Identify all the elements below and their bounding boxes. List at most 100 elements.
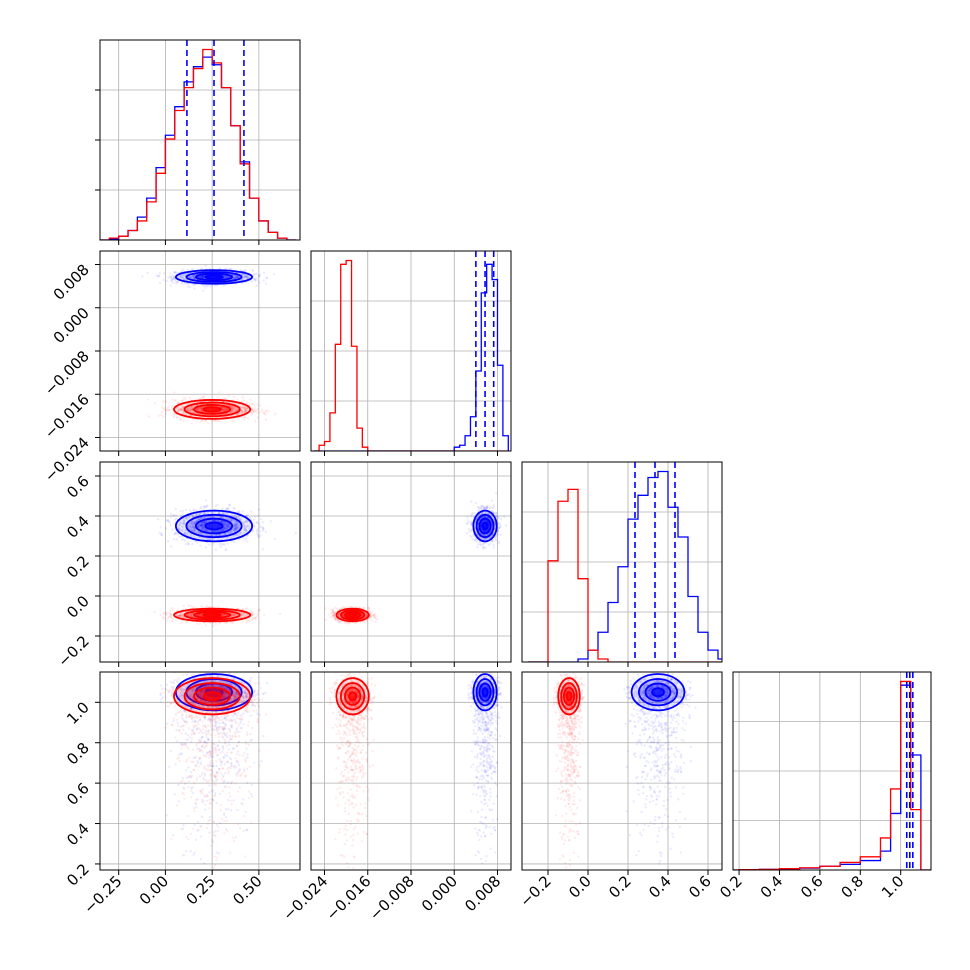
sample-point: [261, 520, 265, 524]
sample-point: [238, 517, 242, 521]
sample-point: [267, 410, 270, 413]
sample-point: [203, 516, 206, 519]
y-tick-label: 0.0: [63, 592, 93, 622]
sample-point: [234, 524, 238, 527]
sample-point: [190, 520, 193, 524]
sample-point: [189, 614, 192, 617]
sample-point: [216, 519, 219, 523]
sample-point: [197, 408, 200, 412]
sample-point: [224, 521, 228, 524]
sample-point: [197, 532, 201, 535]
sample-point: [192, 274, 195, 278]
sample-point: [226, 512, 229, 515]
sample-point: [169, 613, 173, 616]
sample-point: [253, 407, 256, 410]
sample-point: [202, 275, 206, 278]
sample-point: [240, 406, 243, 409]
sample-point: [243, 520, 247, 523]
sample-point: [233, 408, 236, 411]
sample-point: [203, 529, 207, 532]
sample-point: [273, 273, 276, 276]
sample-point: [188, 525, 192, 528]
sample-point: [164, 406, 167, 410]
sample-point: [225, 524, 228, 528]
sample-point: [241, 620, 244, 624]
sample-point: [189, 614, 193, 617]
sample-point: [254, 515, 257, 518]
sample-point: [255, 532, 259, 535]
sample-point: [220, 406, 224, 409]
sample-point: [219, 533, 222, 537]
sample-point: [190, 521, 193, 524]
sample-point: [235, 533, 238, 537]
sample-point: [255, 277, 259, 280]
sample-point: [190, 613, 193, 617]
sample-point: [190, 523, 194, 526]
sample-point: [192, 508, 195, 511]
sample-point: [200, 407, 203, 410]
sample-point: [223, 523, 227, 527]
sample-point: [178, 614, 181, 617]
sample-point: [235, 275, 239, 278]
sample-point: [169, 614, 173, 617]
sample-point: [168, 521, 172, 524]
sample-point: [244, 607, 248, 611]
sample-point: [193, 276, 196, 280]
sample-point: [213, 519, 217, 523]
sample-point: [240, 278, 244, 281]
sample-point: [234, 523, 237, 527]
sample-point: [146, 398, 149, 401]
sample-point: [182, 522, 185, 525]
sample-point: [167, 408, 171, 412]
sample-point: [168, 409, 171, 412]
sample-point: [222, 274, 226, 278]
sample-point: [225, 524, 229, 527]
sample-point: [232, 407, 236, 410]
sample-point: [211, 515, 215, 518]
sample-point: [178, 274, 181, 278]
sample-point: [233, 527, 237, 531]
sample-point: [262, 411, 266, 415]
sample-point: [238, 411, 241, 415]
diag-hist-1: [313, 251, 509, 451]
sample-point: [230, 406, 234, 410]
sample-point: [233, 409, 236, 413]
sample-point: [185, 517, 188, 520]
sample-point: [260, 525, 263, 528]
sample-point: [228, 523, 231, 527]
sample-point: [165, 613, 168, 616]
sample-point: [210, 419, 214, 422]
sample-point: [221, 528, 224, 532]
sample-point: [229, 519, 233, 522]
sample-point: [197, 523, 200, 527]
sample-point: [189, 406, 193, 409]
sample-point: [255, 272, 258, 275]
sample-point: [233, 613, 236, 616]
sample-point: [213, 530, 217, 533]
sample-point: [179, 274, 183, 277]
sample-point: [256, 412, 259, 415]
sample-point: [179, 274, 183, 278]
sample-point: [226, 507, 229, 511]
sample-point: [235, 409, 238, 412]
sample-point: [253, 404, 256, 407]
sample-point: [197, 518, 201, 522]
sample-point: [198, 525, 201, 528]
sample-point: [203, 521, 206, 524]
sample-point: [243, 614, 247, 617]
sample-point: [242, 405, 246, 408]
sample-point: [231, 407, 234, 410]
sample-point: [207, 537, 210, 540]
sample-point: [224, 548, 228, 551]
sample-point: [221, 408, 225, 412]
sample-point: [244, 529, 247, 532]
sample-point: [185, 517, 189, 520]
sample-point: [244, 407, 248, 411]
sample-point: [222, 528, 226, 532]
sample-point: [186, 524, 190, 528]
sample-point: [183, 282, 186, 285]
sample-point: [249, 398, 252, 402]
sample-point: [193, 277, 196, 280]
sample-point: [241, 611, 245, 615]
sample-point: [206, 284, 210, 288]
